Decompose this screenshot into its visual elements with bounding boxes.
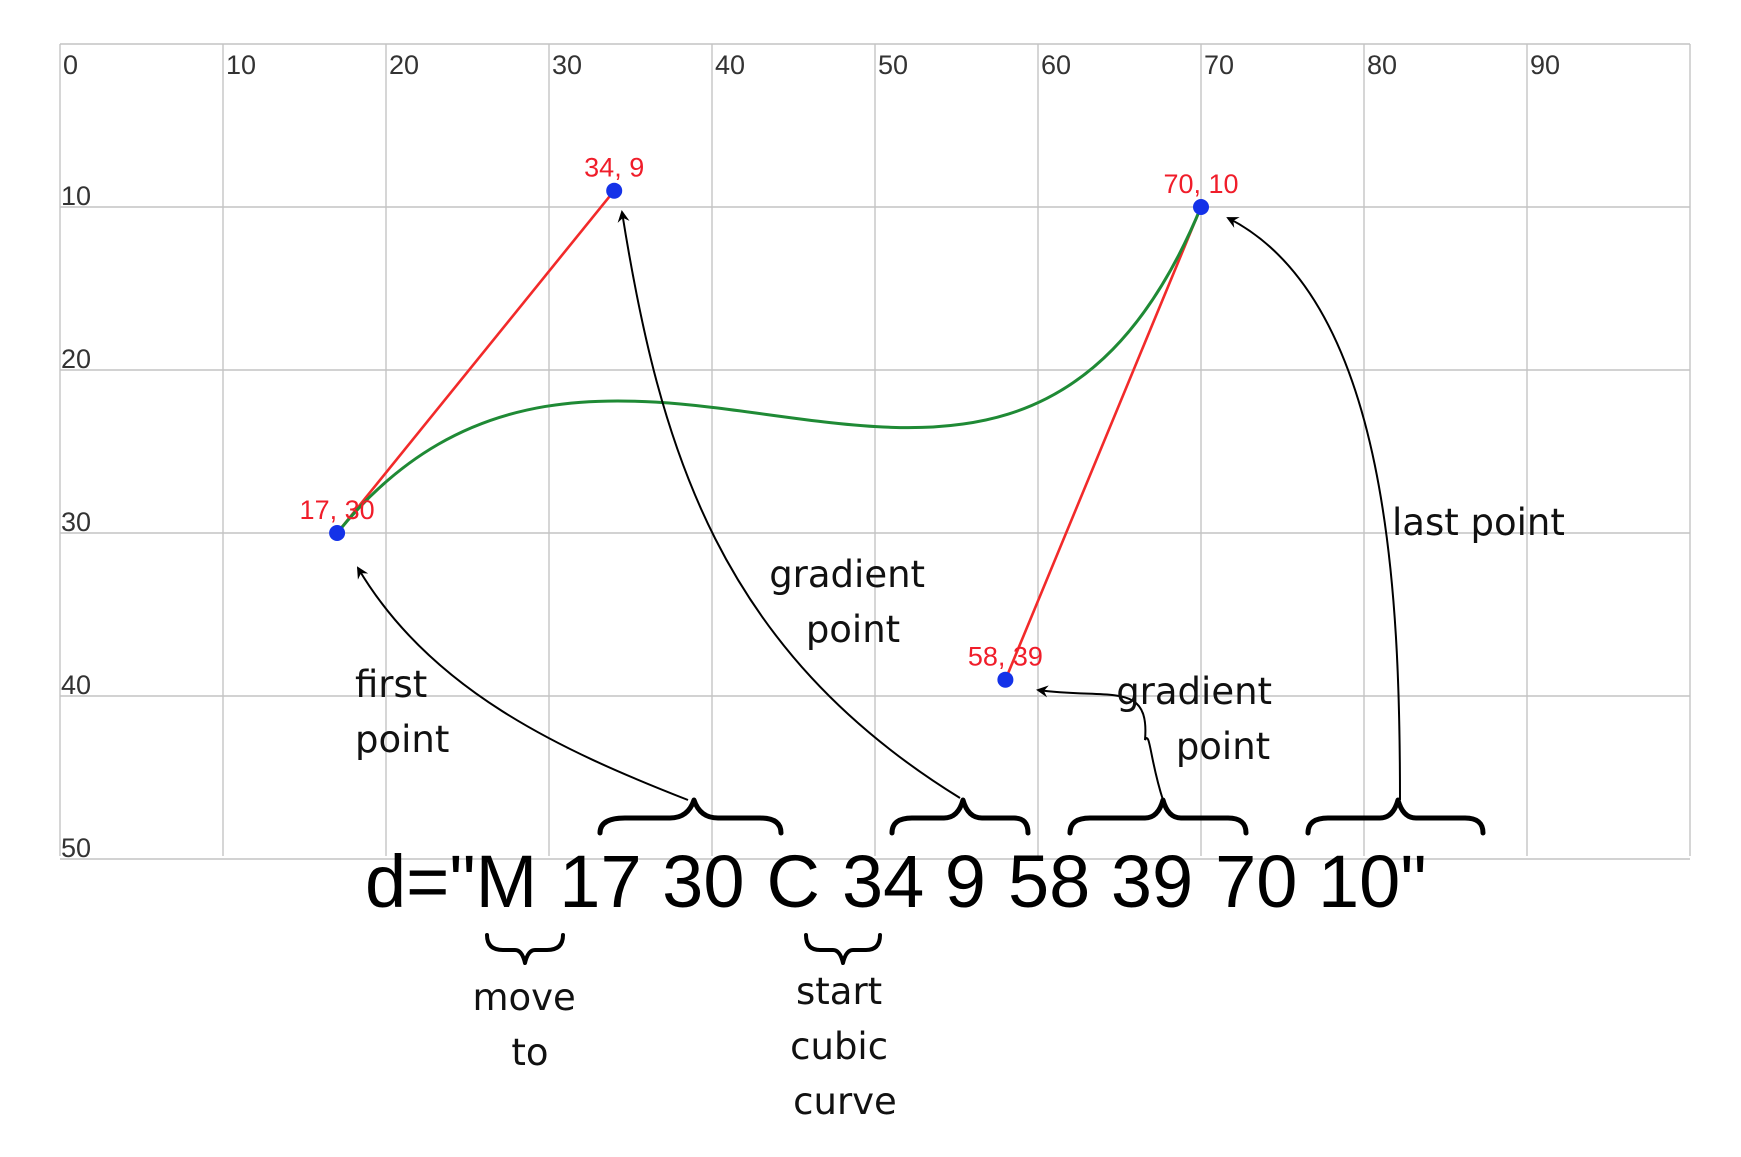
x-tick-label: 40 <box>715 50 745 80</box>
coordinate-grid <box>59 43 1691 860</box>
cubic-bezier-curve <box>335 206 1203 534</box>
gradient-point-1-arrow <box>617 210 961 799</box>
x-tick-label: 10 <box>226 50 256 80</box>
control-point-1-label: 34, 9 <box>584 153 644 183</box>
control-point-2-coords: 58 39 <box>1008 840 1193 923</box>
x-tick-label: 80 <box>1367 50 1397 80</box>
brace-first-point <box>597 797 784 836</box>
first-point-annotation: first point <box>355 663 449 761</box>
y-tick-label: 50 <box>61 833 91 863</box>
curve-point-labels: 17, 30 34, 9 58, 39 70, 10 <box>300 153 1239 672</box>
y-tick-label: 20 <box>61 344 91 374</box>
control-point-2-dot <box>997 671 1014 688</box>
x-tick-label: 60 <box>1041 50 1071 80</box>
brace-start-cubic <box>804 933 882 965</box>
gradient-point-2-arrow <box>1036 685 1164 801</box>
cubic-curve-command: C <box>766 840 819 923</box>
x-tick-label: 70 <box>1204 50 1234 80</box>
start-cubic-annotation: start cubic curve <box>790 970 900 1123</box>
end-point-dot <box>1193 199 1209 215</box>
last-point-annotation: last point <box>1392 501 1565 544</box>
x-tick-label: 20 <box>389 50 419 80</box>
brace-move-to <box>485 933 565 965</box>
curve-points <box>329 182 1209 688</box>
control-line-start <box>336 189 616 534</box>
control-line-end <box>1004 206 1203 681</box>
move-to-command: M <box>476 840 538 923</box>
gradient-point-2-annotation: gradient point <box>1116 670 1284 768</box>
x-tick-label: 50 <box>878 50 908 80</box>
svg-path-d-attribute: d="M 17 30 C 34 9 58 39 70 10" <box>365 840 1427 923</box>
y-tick-label: 40 <box>61 670 91 700</box>
last-point-arrow <box>1226 217 1401 801</box>
move-to-annotation: move to <box>472 976 587 1074</box>
x-tick-label: 90 <box>1530 50 1560 80</box>
y-axis-tick-labels: 10 20 30 40 50 <box>61 181 91 863</box>
path-prefix: d=" <box>365 840 476 923</box>
end-point-coords: 70 10 <box>1215 840 1400 923</box>
brace-gradient-point-2 <box>1067 797 1249 836</box>
control-point-1-coords: 34 9 <box>842 840 986 923</box>
x-tick-label: 30 <box>552 50 582 80</box>
x-tick-label: 0 <box>63 50 78 80</box>
control-point-1-dot <box>606 182 623 199</box>
y-tick-label: 10 <box>61 181 91 211</box>
x-axis-tick-labels: 0 10 20 30 40 50 60 70 80 90 <box>63 50 1560 80</box>
control-point-2-label: 58, 39 <box>968 642 1043 672</box>
end-point-label: 70, 10 <box>1163 169 1238 199</box>
gradient-point-1-annotation: gradient point <box>769 553 937 651</box>
first-point-label: 17, 30 <box>300 495 375 525</box>
brace-last-point <box>1305 797 1486 836</box>
first-point-dot <box>329 525 346 541</box>
path-suffix: " <box>1400 840 1426 923</box>
y-tick-label: 30 <box>61 507 91 537</box>
brace-gradient-point-1 <box>889 797 1031 836</box>
first-point-arrow <box>356 566 689 801</box>
first-point-coords: 17 30 <box>559 840 744 923</box>
